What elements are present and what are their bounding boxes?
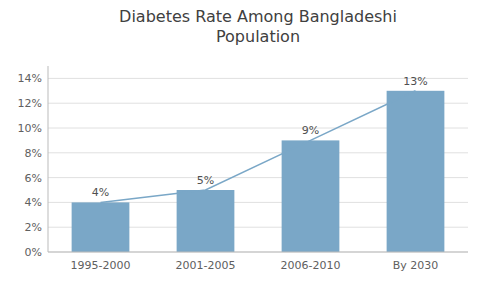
data-label: 4%: [92, 186, 109, 199]
data-label: 9%: [302, 124, 319, 137]
bar: [177, 190, 235, 252]
data-label: 13%: [403, 75, 427, 88]
x-tick-label: 2001-2005: [176, 259, 236, 272]
bar: [282, 140, 340, 252]
trend-line: [101, 91, 416, 203]
y-tick-label: 6%: [25, 172, 42, 185]
y-axis-line: [48, 66, 49, 252]
y-tick-label: 10%: [18, 122, 42, 135]
x-axis-line: [48, 252, 468, 253]
data-label: 5%: [197, 174, 214, 187]
grid: [48, 78, 468, 252]
bar: [72, 202, 130, 252]
title: Diabetes Rate Among BangladeshiPopulatio…: [119, 7, 397, 46]
plot-area: [72, 91, 445, 252]
y-tick-label: 14%: [18, 72, 42, 85]
y-tick-label: 4%: [25, 196, 42, 209]
grid-line: [48, 252, 468, 253]
x-tick-label: 1995-2000: [71, 259, 131, 272]
y-tick-label: 0%: [25, 246, 42, 259]
y-tick-label: 8%: [25, 147, 42, 160]
x-tick-label: By 2030: [393, 259, 439, 272]
title-line: Diabetes Rate Among Bangladeshi: [119, 7, 397, 26]
chart: Diabetes Rate Among BangladeshiPopulatio…: [0, 0, 480, 289]
y-tick-label: 2%: [25, 221, 42, 234]
title-line: Population: [216, 27, 300, 46]
chart-container: Diabetes Rate Among BangladeshiPopulatio…: [0, 0, 480, 289]
x-tick-label: 2006-2010: [281, 259, 341, 272]
bar: [387, 91, 445, 252]
y-tick-label: 12%: [18, 97, 42, 110]
